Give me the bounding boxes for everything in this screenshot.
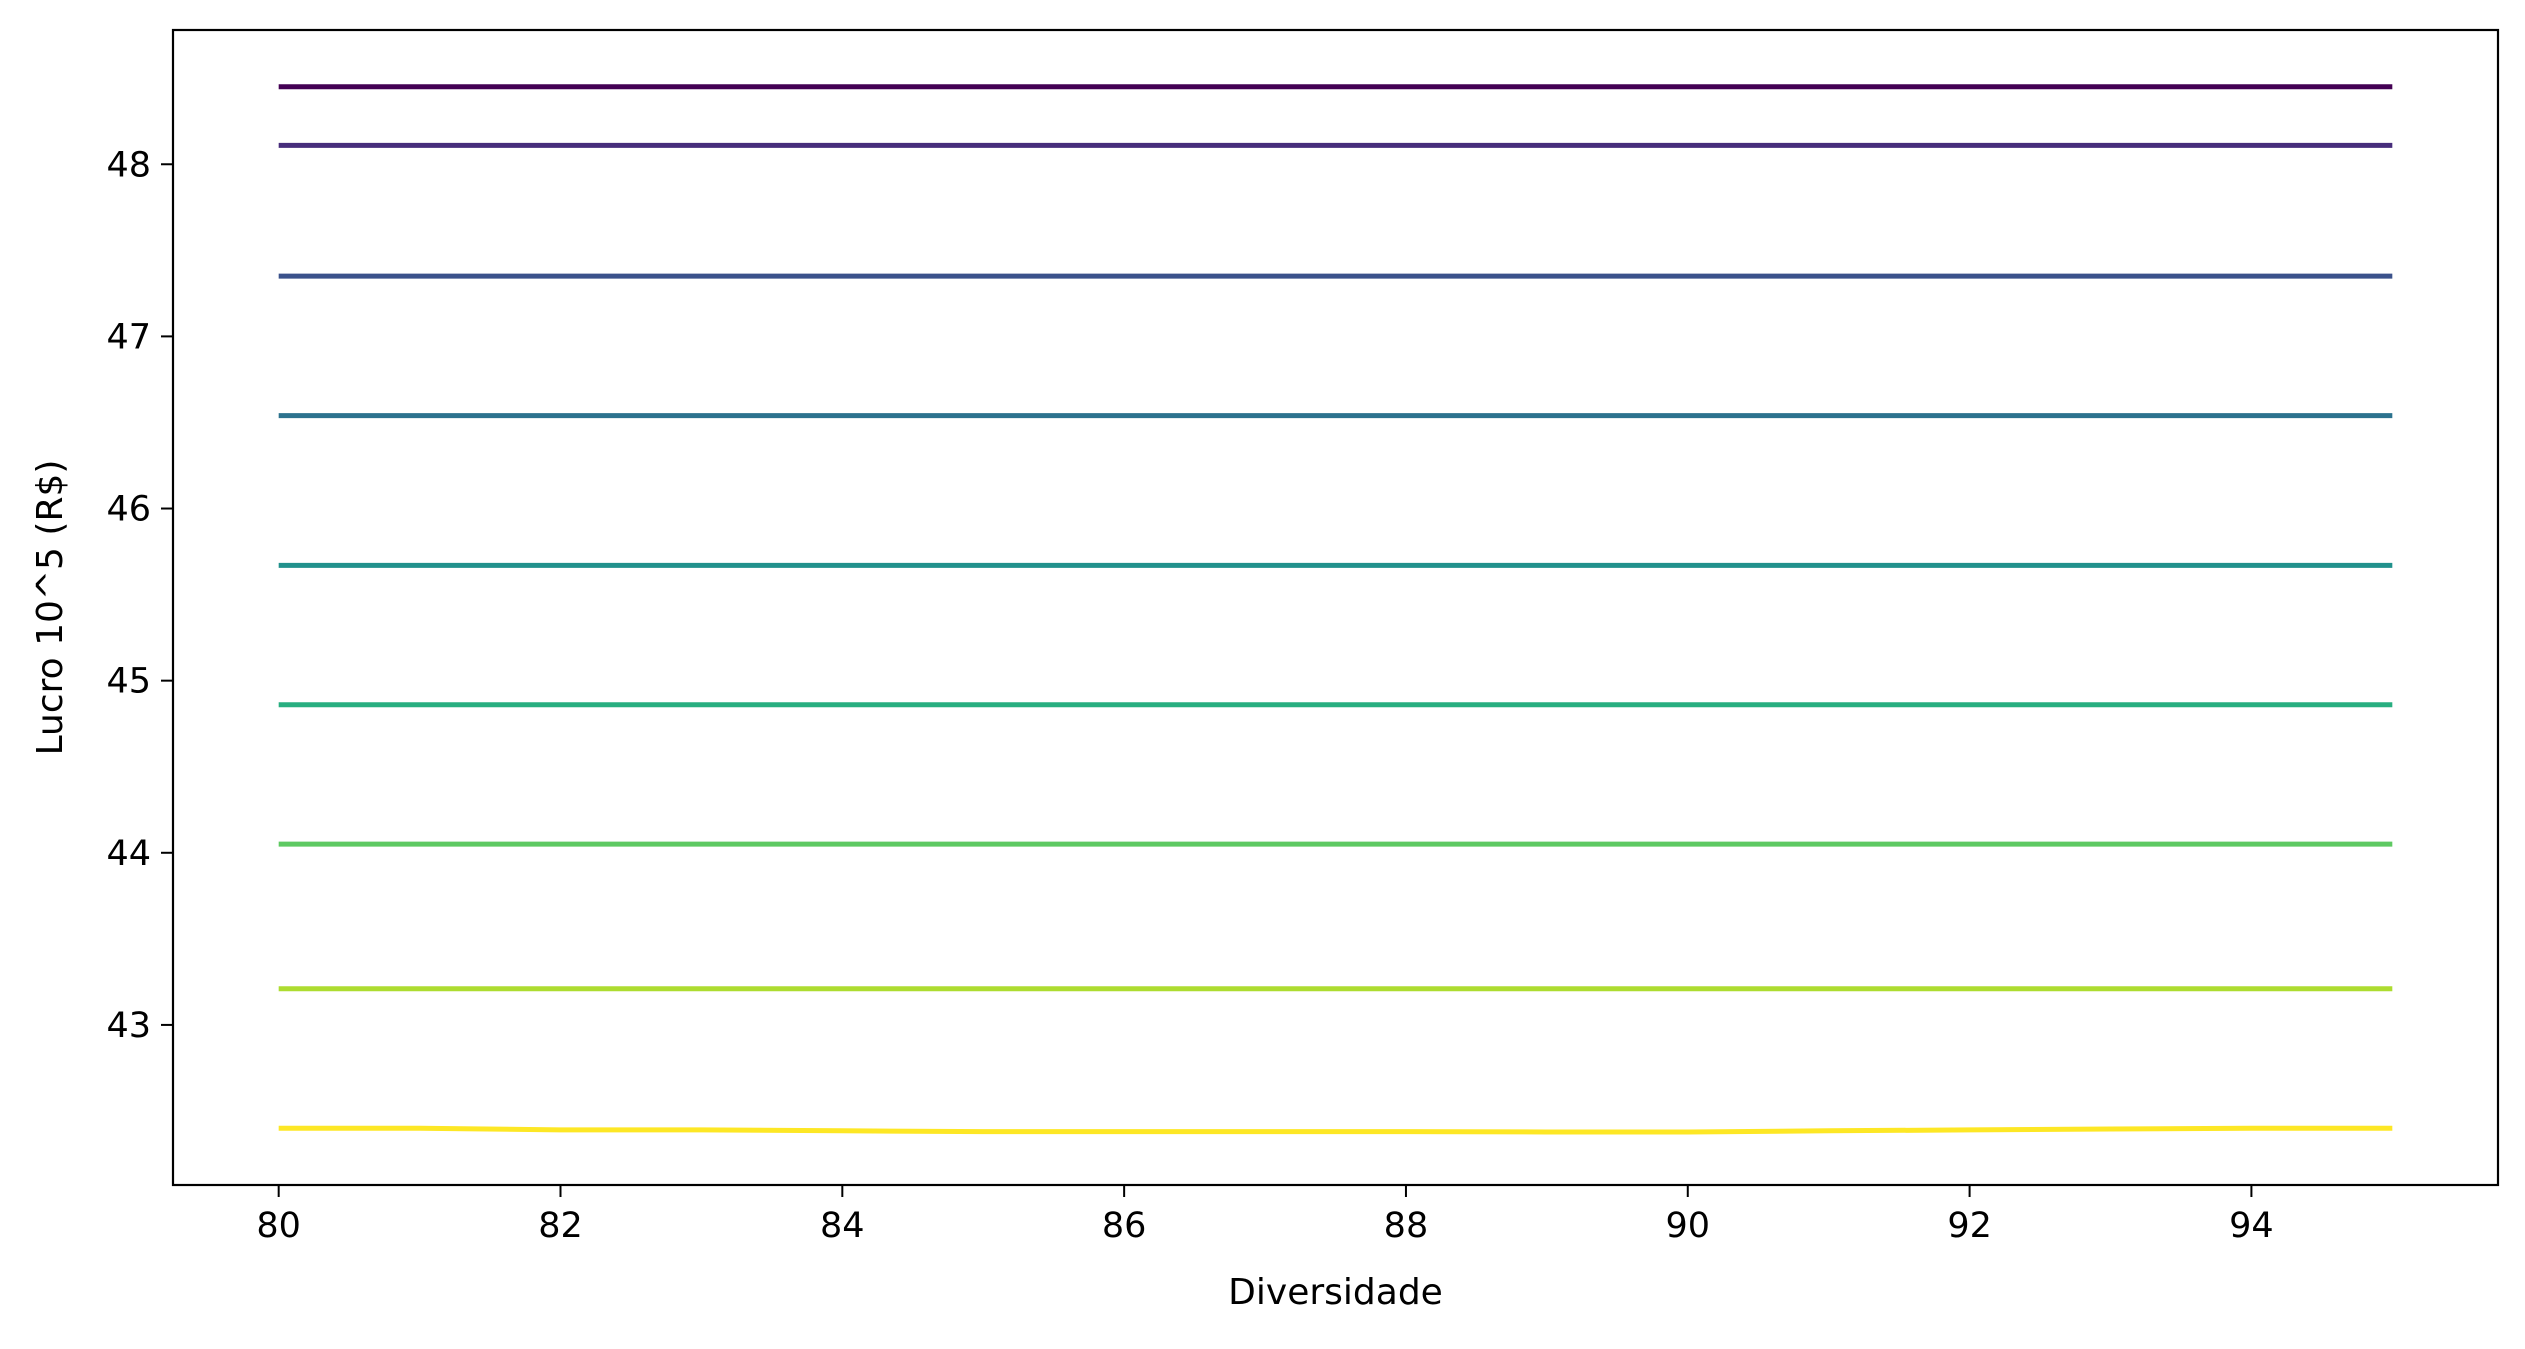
x-tick-label: 88 [1384,1206,1429,1246]
x-tick-label: 86 [1102,1206,1147,1246]
y-tick-label: 45 [106,662,151,702]
y-axis-label: Lucro 10^5 (R$) [30,460,71,756]
y-tick-label: 44 [106,834,151,874]
series-layer [278,84,2393,1135]
y-tick-label: 47 [106,317,151,357]
x-tick-label: 82 [538,1206,583,1246]
x-axis: 80 82 84 86 88 90 92 94 [256,1185,2274,1246]
y-tick-label: 48 [106,145,151,185]
x-tick-label: 90 [1665,1206,1710,1246]
series-line-9 [278,1125,2393,1135]
x-tick-label: 80 [256,1206,301,1246]
plot-frame [171,28,2500,1187]
x-tick-label: 92 [1947,1206,1992,1246]
x-tick-label: 94 [2229,1206,2274,1246]
x-tick-label: 84 [820,1206,865,1246]
x-axis-label: Diversidade [1228,1272,1443,1313]
y-tick-label: 43 [106,1006,151,1046]
y-tick-label: 46 [106,490,151,530]
y-axis: 43 44 45 46 47 48 [106,145,173,1046]
